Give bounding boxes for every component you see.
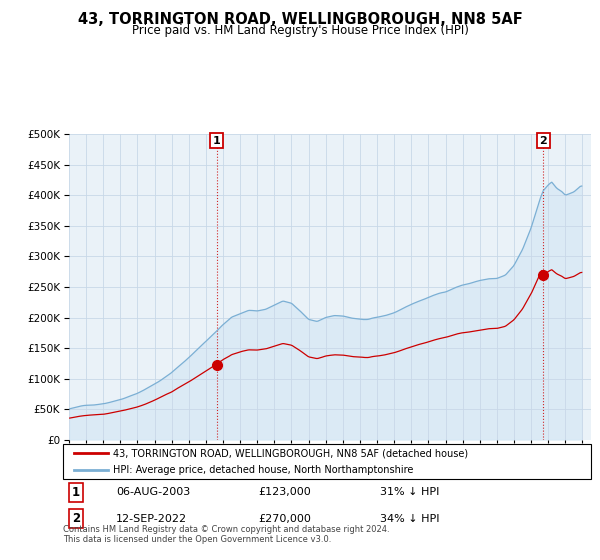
Text: 43, TORRINGTON ROAD, WELLINGBOROUGH, NN8 5AF: 43, TORRINGTON ROAD, WELLINGBOROUGH, NN8… xyxy=(77,12,523,27)
Text: HPI: Average price, detached house, North Northamptonshire: HPI: Average price, detached house, Nort… xyxy=(113,465,413,475)
Text: £123,000: £123,000 xyxy=(259,487,311,497)
Text: 31% ↓ HPI: 31% ↓ HPI xyxy=(380,487,439,497)
Text: Contains HM Land Registry data © Crown copyright and database right 2024.
This d: Contains HM Land Registry data © Crown c… xyxy=(63,525,389,544)
Text: Price paid vs. HM Land Registry's House Price Index (HPI): Price paid vs. HM Land Registry's House … xyxy=(131,24,469,36)
Text: 2: 2 xyxy=(72,512,80,525)
Text: 12-SEP-2022: 12-SEP-2022 xyxy=(116,514,187,524)
Text: 34% ↓ HPI: 34% ↓ HPI xyxy=(380,514,439,524)
FancyBboxPatch shape xyxy=(63,444,591,479)
Text: 2: 2 xyxy=(539,136,547,146)
Text: £270,000: £270,000 xyxy=(259,514,311,524)
Text: 43, TORRINGTON ROAD, WELLINGBOROUGH, NN8 5AF (detached house): 43, TORRINGTON ROAD, WELLINGBOROUGH, NN8… xyxy=(113,449,468,459)
Text: 06-AUG-2003: 06-AUG-2003 xyxy=(116,487,190,497)
Text: 1: 1 xyxy=(212,136,220,146)
Text: 1: 1 xyxy=(72,486,80,498)
